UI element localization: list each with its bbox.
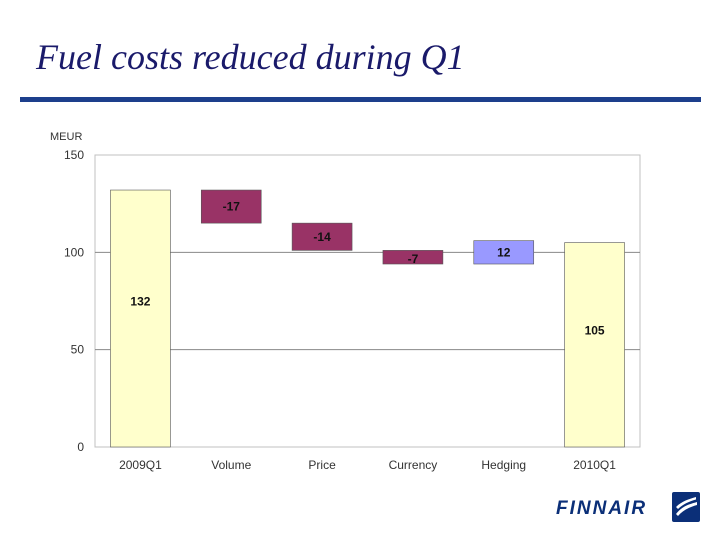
data-label: -17 <box>223 200 241 214</box>
x-category-label: Price <box>308 458 336 472</box>
data-label: 12 <box>497 245 511 259</box>
bar-price <box>291 222 353 251</box>
data-label: -14 <box>313 230 331 244</box>
bar-2009q1 <box>110 189 171 448</box>
y-tick-label: 150 <box>64 148 84 162</box>
data-label: -7 <box>408 252 419 266</box>
bar-currency <box>382 250 444 265</box>
y-tick-label: 100 <box>64 245 84 259</box>
brand-name: FINNAIR <box>556 498 648 519</box>
slide-title: Fuel costs reduced during Q1 <box>36 37 465 77</box>
bar-2010q1 <box>564 242 625 448</box>
x-category-label: Hedging <box>481 458 526 472</box>
y-tick-label: 50 <box>71 343 85 357</box>
data-label: 132 <box>130 295 150 309</box>
finnair-logo: FINNAIR <box>556 492 700 522</box>
y-unit-label: MEUR <box>50 131 82 143</box>
bar-hedging <box>473 240 535 265</box>
x-category-label: Currency <box>389 458 438 472</box>
finnair-logo-icon <box>672 492 700 522</box>
x-category-label: 2010Q1 <box>573 458 616 472</box>
x-category-label: 2009Q1 <box>119 458 162 472</box>
plot-area <box>94 154 641 448</box>
x-category-label: Volume <box>211 458 251 472</box>
y-tick-label: 0 <box>77 440 84 454</box>
title-divider <box>20 97 701 102</box>
data-label: 105 <box>585 324 605 338</box>
bar-volume <box>200 189 262 224</box>
